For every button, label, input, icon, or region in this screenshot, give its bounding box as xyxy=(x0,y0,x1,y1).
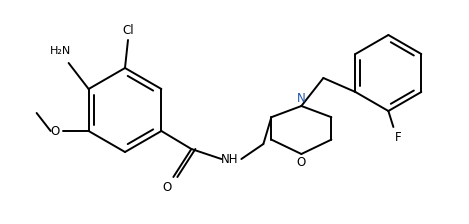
Text: NH: NH xyxy=(220,153,238,166)
Text: O: O xyxy=(50,125,59,138)
Text: F: F xyxy=(395,131,401,144)
Text: N: N xyxy=(297,91,306,105)
Text: O: O xyxy=(297,155,306,168)
Text: Cl: Cl xyxy=(122,24,134,37)
Text: H₂N: H₂N xyxy=(50,46,71,56)
Text: O: O xyxy=(163,181,172,194)
